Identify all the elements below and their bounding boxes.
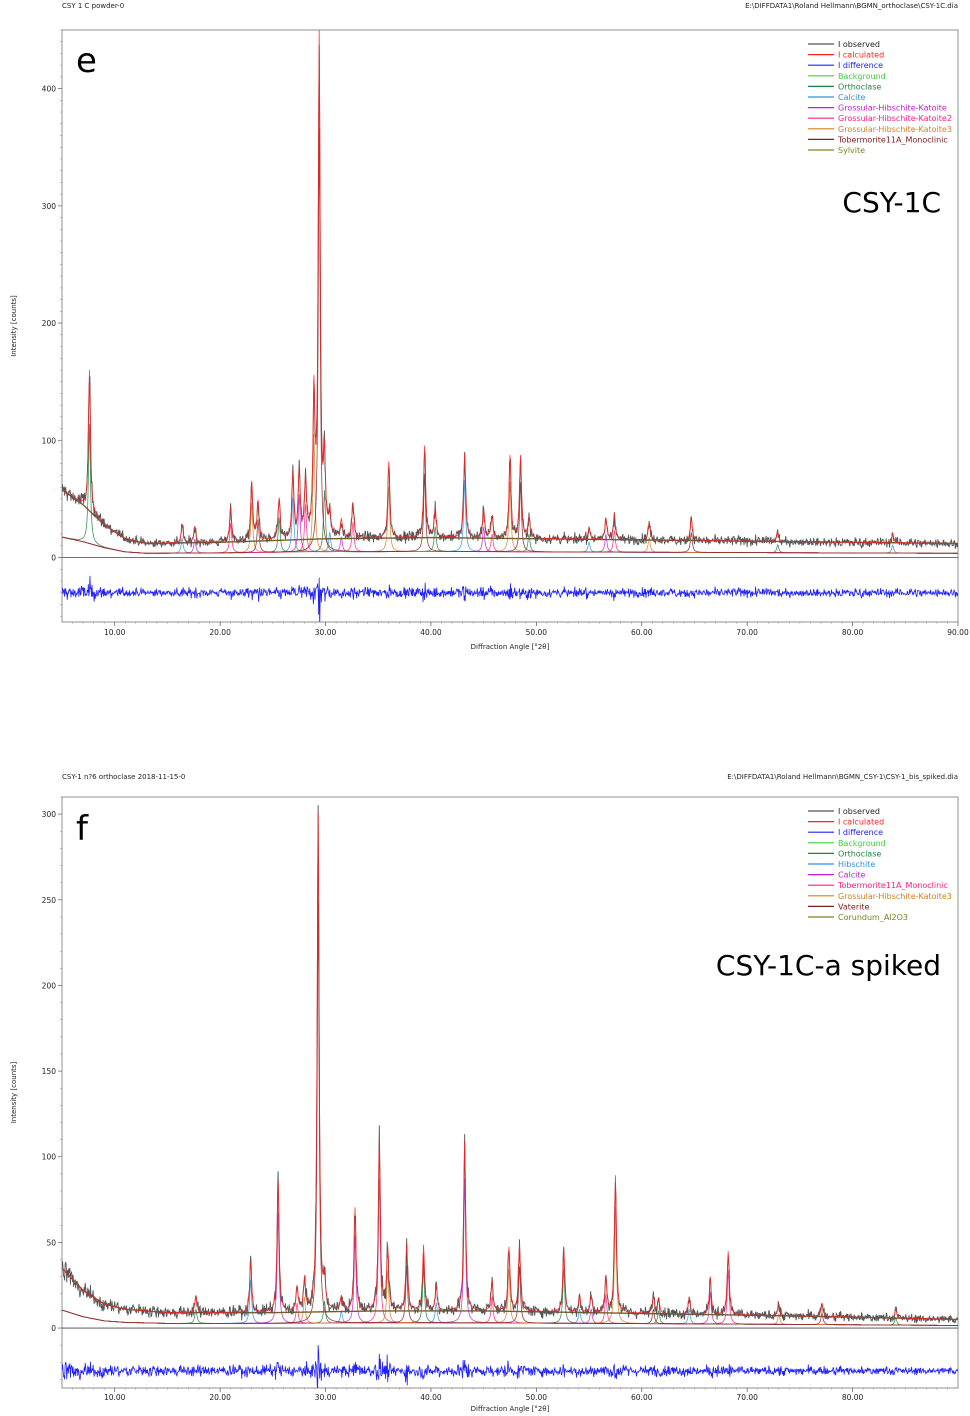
phase-curve-5 [62, 900, 958, 1326]
y-tick-label: 100 [42, 436, 57, 445]
x-tick-label: 40.00 [420, 1393, 442, 1402]
x-tick-label: 30.00 [315, 628, 337, 637]
y-tick-label: 100 [42, 1153, 57, 1162]
difference-curve [62, 1345, 958, 1388]
legend-label: I difference [838, 61, 883, 70]
x-tick-label: 10.00 [104, 628, 126, 637]
legend-label: Tobermorite11A_Monoclinic [837, 881, 948, 890]
legend-label: I calculated [838, 51, 884, 60]
difference-curve [62, 575, 958, 622]
x-tick-label: 70.00 [736, 1393, 758, 1402]
x-tick-label: 40.00 [420, 628, 442, 637]
legend-label: I observed [838, 40, 880, 49]
x-tick-label: 60.00 [631, 1393, 653, 1402]
x-tick-label: 50.00 [526, 628, 548, 637]
y-tick-label: 300 [42, 202, 57, 211]
y-tick-label: 50 [46, 1238, 56, 1247]
panel-header-right: E:\DIFFDATA1\Roland Hellmann\BGMN_CSY-1\… [727, 773, 958, 781]
y-tick-label: 200 [42, 319, 57, 328]
plot-frame [61, 29, 959, 623]
y-tick-label: 0 [51, 554, 56, 563]
x-tick-label: 30.00 [315, 1393, 337, 1402]
x-tick-label: 50.00 [526, 1393, 548, 1402]
y-tick-label: 250 [42, 896, 57, 905]
x-tick-label: 10.00 [104, 1393, 126, 1402]
legend-label: Orthoclase [838, 849, 881, 858]
x-axis-label: Diffraction Angle [°2θ] [471, 643, 550, 651]
panel-header-right: E:\DIFFDATA1\Roland Hellmann\BGMN_orthoc… [745, 2, 958, 10]
legend-label: Hibschite [838, 860, 875, 869]
phase-curve-5 [62, 128, 958, 554]
legend-label: Orthoclase [838, 82, 881, 91]
curves [62, 30, 958, 622]
y-tick-label: 400 [42, 85, 57, 94]
panel-header-left: CSY 1 C powder-0 [62, 2, 124, 10]
xrd-panel-e: CSY 1 C powder-0 E:\DIFFDATA1\Roland Hell… [10, 2, 969, 651]
panel-letter: e [76, 41, 97, 81]
legend-label: Grossular-Hibschite-Katoite [838, 104, 947, 113]
y-tick-label: 200 [42, 981, 57, 990]
sample-label: CSY-1C [842, 186, 941, 219]
observed-curve [62, 44, 958, 549]
x-tick-label: 70.00 [736, 628, 758, 637]
legend-label: Background [838, 839, 886, 848]
x-tick-label: 80.00 [842, 1393, 864, 1402]
sample-label: CSY-1C-a spiked [716, 949, 941, 982]
y-axis-label: Intensity [counts] [10, 1061, 18, 1123]
legend-label: Vaterite [838, 902, 869, 911]
legend-label: I difference [838, 828, 883, 837]
y-tick-label: 300 [42, 810, 57, 819]
legend-label: Corundum_Al2O3 [838, 913, 908, 922]
x-tick-label: 60.00 [631, 628, 653, 637]
phase-curve-3 [62, 504, 958, 554]
x-tick-label: 20.00 [209, 628, 231, 637]
observed-curve [62, 805, 958, 1324]
legend-label: Calcite [838, 93, 865, 102]
plot-frame [61, 796, 959, 1389]
legend-label: Background [838, 72, 886, 81]
curves [62, 805, 958, 1388]
legend-label: I calculated [838, 818, 884, 827]
y-axis-label: Intensity [counts] [10, 295, 18, 357]
y-tick-label: 150 [42, 1067, 57, 1076]
x-axis-label: Diffraction Angle [°2θ] [471, 1405, 550, 1413]
legend-label: Sylvite [838, 146, 865, 155]
legend-label: I observed [838, 807, 880, 816]
x-tick-label: 80.00 [842, 628, 864, 637]
x-tick-label: 90.00 [947, 628, 969, 637]
legend-label: Grossular-Hibschite-Katoite3 [838, 892, 952, 901]
xrd-panel-f: CSY-1 n?6 orthoclase 2018-11-15-0 E:\DIFF… [10, 773, 959, 1413]
panel-header-left: CSY-1 n?6 orthoclase 2018-11-15-0 [62, 773, 185, 781]
legend-label: Tobermorite11A_Monoclinic [837, 135, 948, 144]
panel-letter: f [76, 809, 89, 849]
calculated-curve [62, 813, 958, 1320]
legend-label: Grossular-Hibschite-Katoite3 [838, 125, 952, 134]
legend-label: Grossular-Hibschite-Katoite2 [838, 114, 952, 123]
calculated-curve [62, 30, 958, 544]
x-tick-label: 20.00 [209, 1393, 231, 1402]
legend-label: Calcite [838, 871, 865, 880]
y-tick-label: 0 [51, 1324, 56, 1333]
